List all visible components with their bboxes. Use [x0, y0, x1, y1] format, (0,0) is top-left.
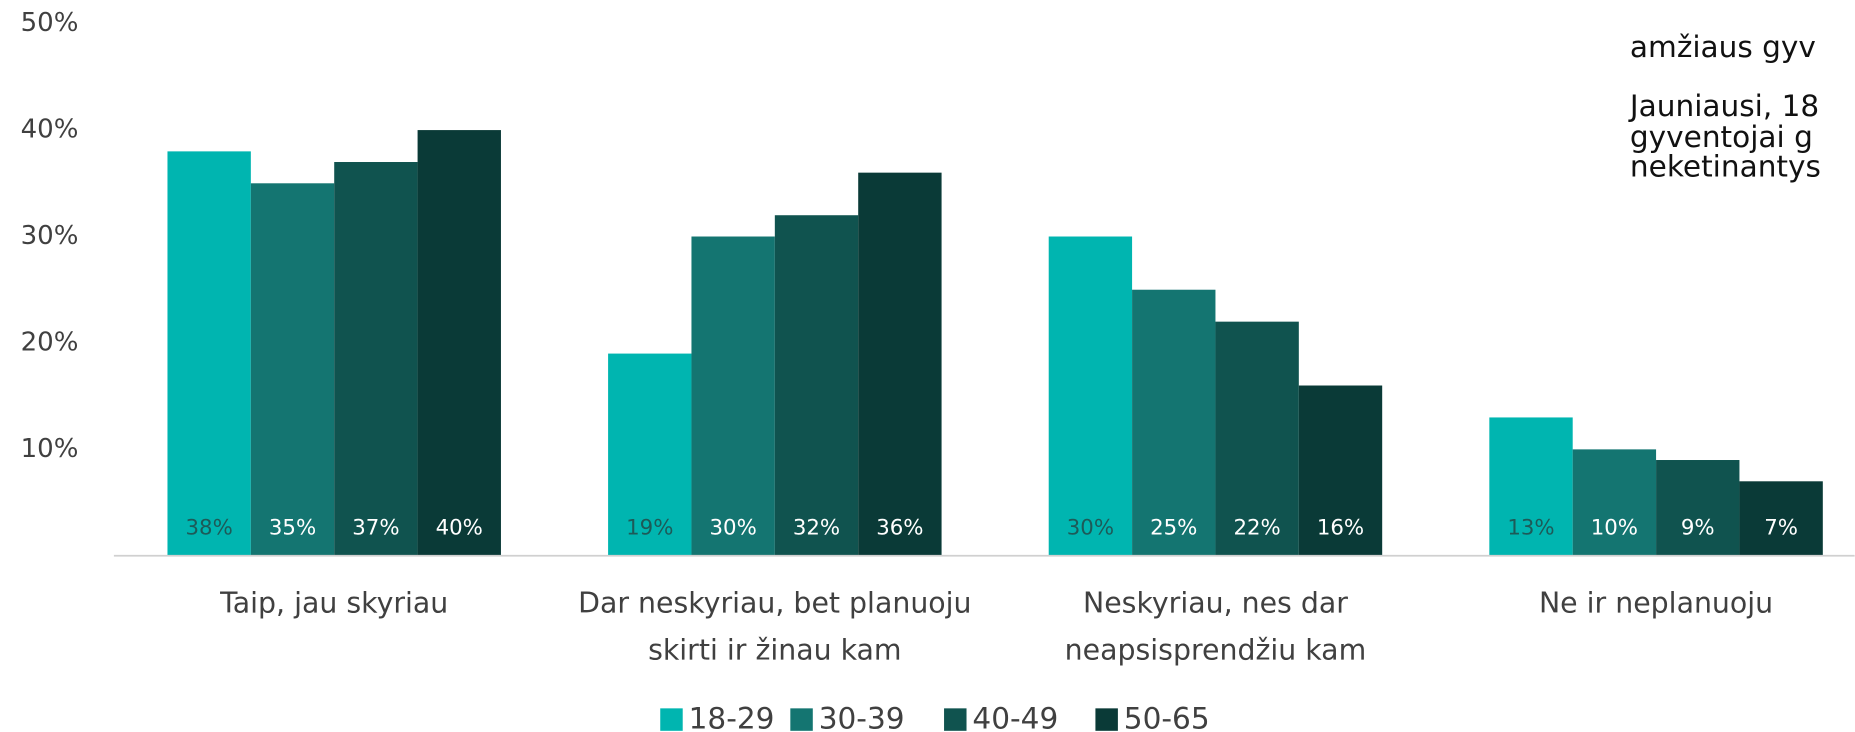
bar	[858, 172, 942, 556]
value-label: 19%	[626, 516, 673, 541]
bar	[250, 183, 335, 556]
x-tick-label: Ne ir neplanuoju	[1539, 586, 1773, 619]
bar	[1048, 236, 1133, 556]
y-tick-label: 10%	[21, 434, 79, 464]
bar	[1132, 289, 1216, 556]
value-label: 30%	[1067, 516, 1114, 541]
legend-label: 30-39	[819, 702, 905, 732]
annotation: gyventojai g	[1630, 120, 1813, 154]
legend-swatch	[944, 708, 967, 731]
value-label: 37%	[352, 516, 399, 541]
value-label: 36%	[876, 516, 923, 541]
bar	[1298, 385, 1383, 556]
x-tick-label: neapsisprendžiu kam	[1065, 634, 1367, 667]
value-label: 9%	[1681, 516, 1715, 541]
annotation: Jauniausi, 18	[1628, 89, 1819, 123]
x-tick-label: Neskyriau, nes dar	[1083, 586, 1348, 619]
value-label: 40%	[436, 516, 483, 541]
legend-label: 18-29	[689, 702, 775, 732]
legend-swatch	[1095, 708, 1118, 731]
legend-label: 40-49	[972, 702, 1058, 732]
value-label: 16%	[1317, 516, 1364, 541]
x-tick-label: Taip, jau skyriau	[219, 586, 448, 619]
bar	[1572, 449, 1657, 556]
bar	[1215, 321, 1299, 556]
value-label: 25%	[1150, 516, 1197, 541]
bar	[1489, 417, 1573, 556]
legend-swatch	[660, 708, 683, 731]
y-tick-label: 40%	[21, 115, 79, 145]
y-tick-label: 50%	[21, 8, 79, 38]
legend-label: 50-65	[1124, 702, 1210, 732]
annotation: neketinantys	[1630, 149, 1821, 183]
value-label: 35%	[269, 516, 316, 541]
bar	[608, 353, 692, 556]
value-label: 22%	[1233, 516, 1280, 541]
x-tick-label: skirti ir žinau kam	[648, 634, 901, 667]
bar	[334, 162, 418, 556]
value-label: 38%	[186, 516, 233, 541]
bar	[774, 215, 859, 556]
bar	[691, 236, 775, 556]
annotation: amžiaus gyv	[1630, 30, 1816, 64]
value-label: 7%	[1764, 516, 1798, 541]
value-label: 30%	[710, 516, 757, 541]
y-tick-label: 30%	[21, 221, 79, 251]
bar	[417, 130, 501, 556]
value-label: 13%	[1507, 516, 1554, 541]
y-tick-label: 20%	[21, 327, 79, 357]
bar	[167, 151, 251, 556]
value-label: 10%	[1591, 516, 1638, 541]
x-tick-label: Dar neskyriau, bet planuoju	[578, 586, 971, 619]
legend-swatch	[790, 708, 813, 731]
bar	[1656, 460, 1740, 556]
value-label: 32%	[793, 516, 840, 541]
bar	[1739, 481, 1823, 556]
